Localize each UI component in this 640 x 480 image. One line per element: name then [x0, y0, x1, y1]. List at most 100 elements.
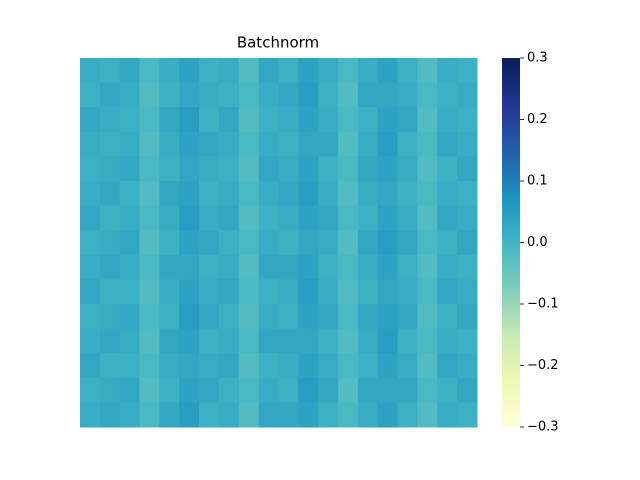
heatmap-cell [397, 377, 418, 403]
heatmap-cell [357, 402, 379, 428]
heatmap-cell [99, 328, 121, 354]
heatmap-cell [119, 205, 141, 231]
heatmap-cell [397, 304, 418, 330]
heatmap-cell [218, 205, 240, 231]
heatmap-cell [159, 107, 180, 133]
heatmap-cell [238, 156, 260, 182]
heatmap-cell [80, 181, 101, 207]
heatmap-cell [119, 304, 141, 330]
colorbar-tick-label: 0.2 [527, 112, 548, 127]
heatmap-cell [437, 402, 458, 428]
heatmap-cell [99, 156, 121, 182]
heatmap-cell [338, 58, 359, 84]
colorbar-tick-label: 0.3 [527, 51, 548, 66]
heatmap-cell [258, 156, 279, 182]
heatmap-cell [318, 82, 339, 108]
heatmap-cell [278, 304, 299, 330]
heatmap-cell [437, 230, 458, 256]
heatmap-cell [397, 131, 418, 157]
heatmap-cell [159, 279, 180, 305]
heatmap-cell [437, 279, 458, 305]
heatmap-cell [338, 304, 359, 330]
heatmap-cell [377, 402, 399, 428]
heatmap-cell [338, 377, 359, 403]
heatmap-cell [139, 82, 160, 108]
heatmap-cell [258, 402, 279, 428]
heatmap-cell [357, 107, 379, 133]
heatmap-cell [238, 131, 260, 157]
heatmap-cell [318, 304, 339, 330]
heatmap-cell [417, 58, 438, 84]
heatmap-cell [179, 304, 200, 330]
heatmap-cell [437, 328, 458, 354]
heatmap-cell [119, 156, 141, 182]
heatmap-cell [218, 402, 240, 428]
heatmap-cell [238, 353, 260, 379]
heatmap-cell [318, 156, 339, 182]
heatmap-cell [437, 181, 458, 207]
heatmap-cell [357, 328, 379, 354]
heatmap-cell [119, 131, 141, 157]
heatmap-cell [437, 107, 458, 133]
heatmap-cell [199, 304, 220, 330]
heatmap-cell [218, 82, 240, 108]
heatmap-cell [159, 230, 180, 256]
heatmap-cell [258, 353, 279, 379]
heatmap-cell [278, 254, 299, 280]
heatmap-cell [377, 328, 399, 354]
heatmap-cell [318, 205, 339, 231]
heatmap-cell [238, 254, 260, 280]
heatmap-cell [397, 82, 418, 108]
heatmap-cell [258, 254, 279, 280]
heatmap-cell [159, 205, 180, 231]
heatmap-cell [159, 304, 180, 330]
heatmap-cell [99, 402, 121, 428]
heatmap-cell [338, 402, 359, 428]
heatmap-cell [238, 279, 260, 305]
heatmap-cell [199, 279, 220, 305]
heatmap-cell [80, 205, 101, 231]
heatmap-cell [179, 377, 200, 403]
heatmap-cell [159, 156, 180, 182]
heatmap-cell [397, 353, 418, 379]
heatmap-cell [99, 304, 121, 330]
heatmap-cell [318, 328, 339, 354]
heatmap-cell [437, 205, 458, 231]
heatmap-cell [80, 254, 101, 280]
heatmap-cell [199, 131, 220, 157]
heatmap-cell [298, 279, 319, 305]
heatmap-cell [298, 230, 319, 256]
heatmap-cell [99, 353, 121, 379]
heatmap-cell [258, 181, 279, 207]
heatmap-cell [80, 353, 101, 379]
heatmap-cell [218, 156, 240, 182]
heatmap-cell [80, 230, 101, 256]
heatmap-cell [377, 377, 399, 403]
heatmap-cell [80, 377, 101, 403]
heatmap-cell [377, 304, 399, 330]
heatmap-cell [417, 181, 438, 207]
heatmap-cell [179, 181, 200, 207]
heatmap-cell [238, 205, 260, 231]
heatmap-cell [218, 377, 240, 403]
heatmap-cell [80, 82, 101, 108]
heatmap-cell [258, 304, 279, 330]
heatmap-cell [377, 205, 399, 231]
heatmap-cell [238, 58, 260, 84]
heatmap-cell [357, 353, 379, 379]
heatmap-cell [119, 353, 141, 379]
heatmap-cell [258, 230, 279, 256]
heatmap-cell [159, 58, 180, 84]
heatmap-cell [258, 377, 279, 403]
heatmap-cell [417, 82, 438, 108]
heatmap-cell [417, 156, 438, 182]
heatmap-cell [397, 107, 418, 133]
heatmap-cell [99, 131, 121, 157]
heatmap-cell [199, 230, 220, 256]
heatmap-cell [417, 107, 438, 133]
colorbar-tick-label: −0.1 [527, 297, 559, 312]
heatmap-cell [258, 131, 279, 157]
heatmap-cell [397, 230, 418, 256]
heatmap-cell [179, 58, 200, 84]
heatmap-cell [318, 58, 339, 84]
